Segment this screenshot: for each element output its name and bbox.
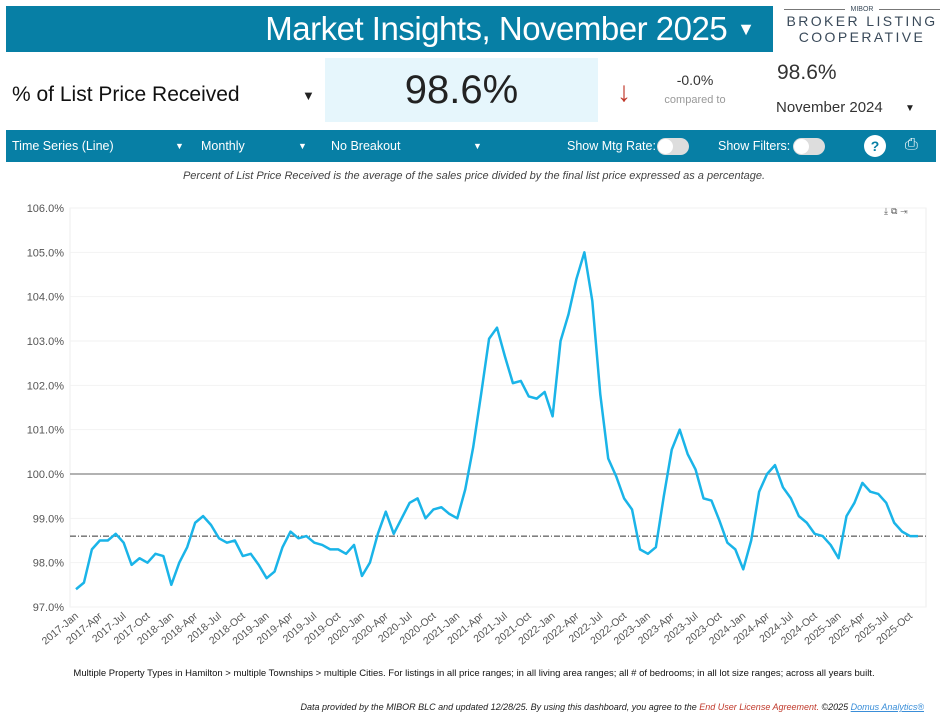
y-tick-label: 103.0%: [27, 336, 65, 348]
chart-type-select[interactable]: Time Series (Line): [12, 139, 114, 153]
help-icon[interactable]: ?: [864, 135, 886, 157]
page-title: Market Insights, November 2025: [265, 10, 728, 47]
logo-line1: BROKER LISTING: [786, 13, 938, 29]
y-tick-label: 100.0%: [27, 469, 65, 481]
title-bar[interactable]: Market Insights, November 2025 ▼: [6, 6, 773, 52]
print-icon[interactable]: ⎙: [905, 136, 918, 153]
chevron-down-icon[interactable]: ▼: [302, 88, 315, 103]
current-value: 98.6%: [325, 58, 598, 122]
logo-top: MIBOR: [784, 6, 940, 13]
export-icon[interactable]: ⇥: [900, 206, 911, 216]
copyright: ©2025: [819, 702, 851, 712]
plot-area: [69, 207, 927, 608]
y-tick-label: 105.0%: [27, 247, 65, 259]
chevron-down-icon[interactable]: ▼: [175, 141, 184, 151]
chevron-down-icon[interactable]: ▼: [298, 141, 307, 151]
mtg-rate-toggle[interactable]: [657, 138, 689, 155]
footer-text: Data provided by the MIBOR BLC and updat…: [300, 702, 700, 712]
y-tick-label: 98.0%: [33, 558, 64, 570]
footer: Data provided by the MIBOR BLC and updat…: [301, 702, 924, 712]
arrow-down-icon: ↓: [617, 76, 631, 107]
chevron-down-icon[interactable]: ▼: [905, 103, 915, 114]
metric-select[interactable]: % of List Price Received: [12, 83, 240, 106]
change-value: -0.0%: [676, 72, 714, 88]
breakout-select[interactable]: No Breakout: [331, 139, 401, 153]
chart-export-icons: ⤓⧉⇥: [884, 206, 911, 217]
y-tick-label: 104.0%: [27, 292, 65, 304]
interval-select[interactable]: Monthly: [201, 139, 245, 153]
logo: MIBOR BROKER LISTING COOPERATIVE: [784, 6, 940, 50]
y-tick-label: 101.0%: [27, 425, 65, 437]
download-icon[interactable]: ⤓: [884, 206, 891, 216]
filter-note: Multiple Property Types in Hamilton > mu…: [73, 668, 875, 679]
filters-label: Show Filters:: [718, 139, 791, 153]
y-tick-label: 99.0%: [33, 513, 64, 525]
metric-description: Percent of List Price Received is the av…: [182, 170, 766, 182]
prior-period-select[interactable]: November 2024: [776, 99, 883, 116]
y-tick-label: 102.0%: [27, 380, 65, 392]
mtg-rate-label: Show Mtg Rate:: [567, 139, 656, 153]
filters-toggle[interactable]: [793, 138, 825, 155]
compared-label: compared to: [664, 94, 726, 106]
y-tick-label: 97.0%: [33, 602, 64, 614]
chevron-down-icon[interactable]: ▼: [473, 141, 482, 151]
logo-line2: COOPERATIVE: [798, 29, 926, 45]
series-line: [75, 251, 918, 591]
copy-icon[interactable]: ⧉: [890, 206, 901, 216]
eula-link[interactable]: End User License Agreement.: [699, 702, 820, 712]
toolbar: Time Series (Line) ▼ Monthly ▼ No Breako…: [6, 130, 936, 162]
domus-link[interactable]: Domus Analytics®: [850, 702, 924, 712]
chevron-down-icon[interactable]: ▼: [737, 18, 755, 39]
prior-value: 98.6%: [777, 61, 837, 84]
y-tick-label: 106.0%: [27, 203, 65, 215]
